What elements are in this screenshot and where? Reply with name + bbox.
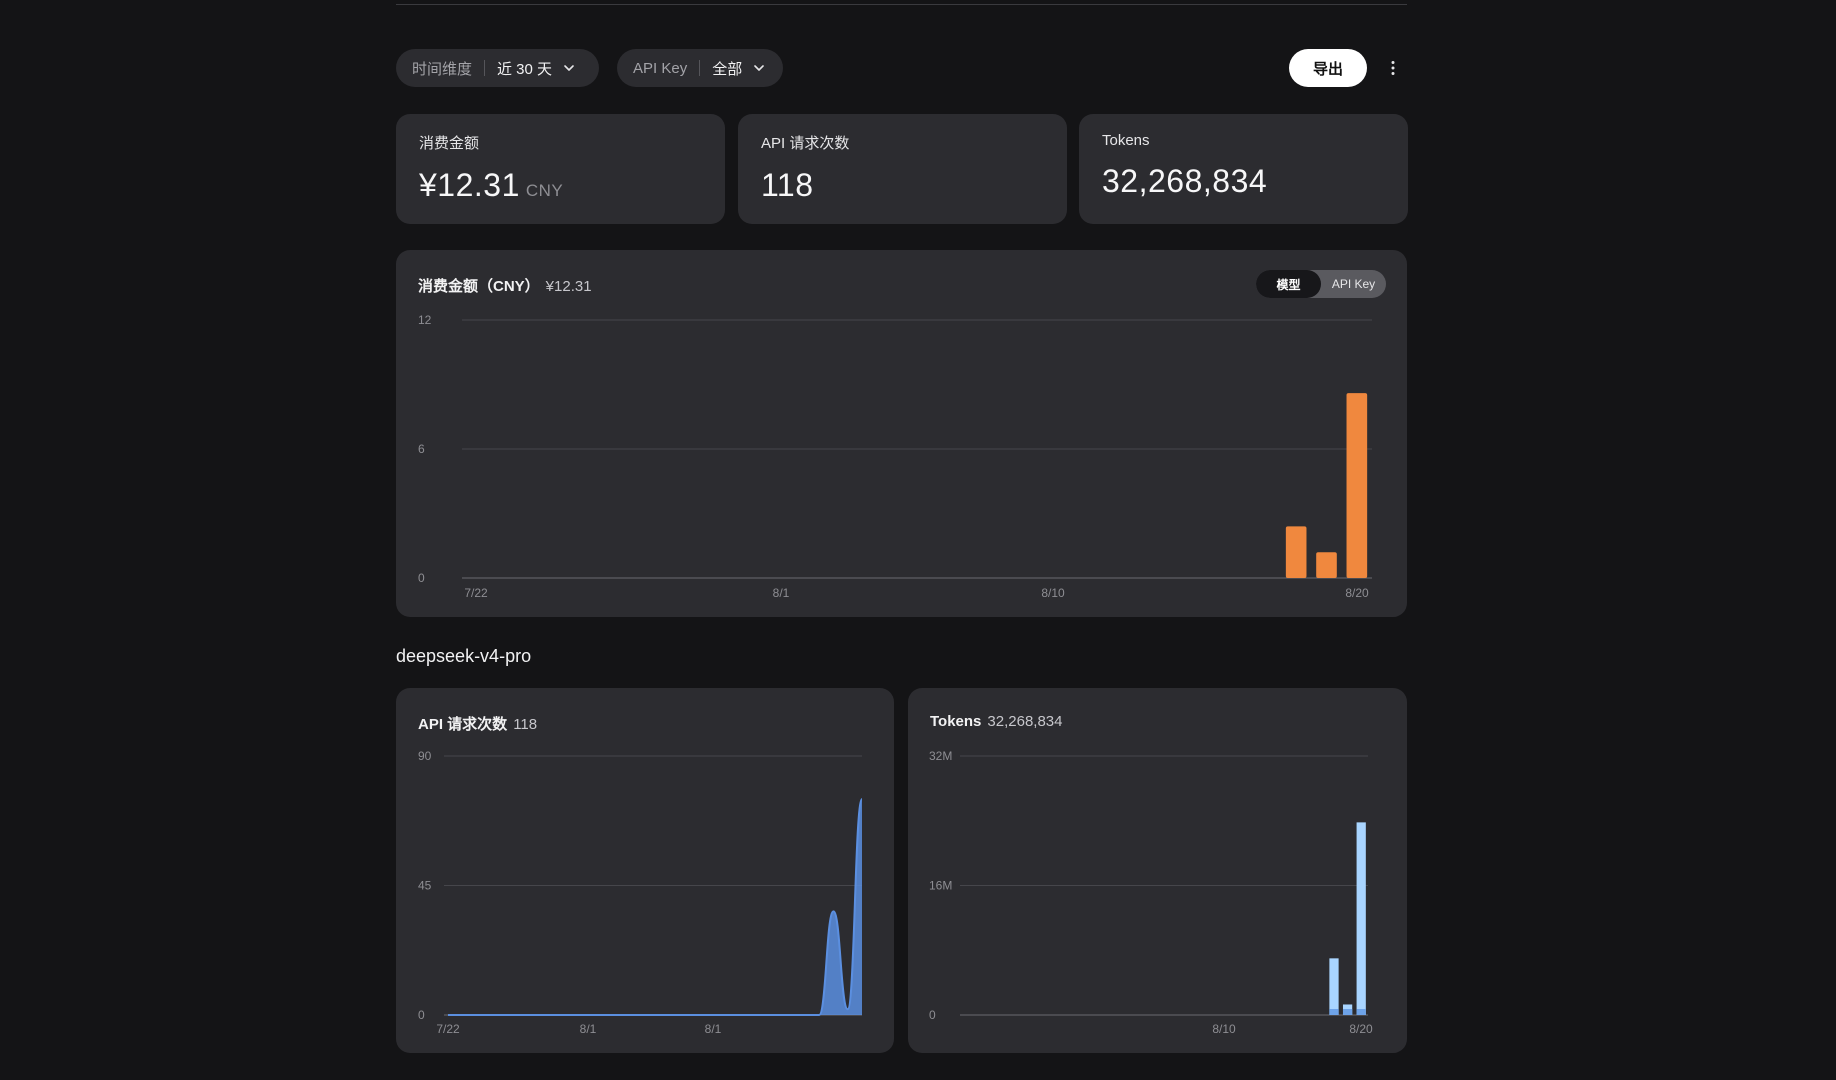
tokens-bar-segment [1342,1009,1353,1015]
usage-page: 时间维度 近 30 天 API Key 全部 导出 消费金额 ¥12 [396,0,1408,1080]
export-button[interactable]: 导出 [1289,49,1367,87]
stat-value: 118 [761,167,814,203]
filter-toolbar: 时间维度 近 30 天 API Key 全部 导出 [396,49,1407,87]
requests-line [448,798,863,1016]
tokens-chart-panel: Tokens 32,268,834 0 16M 32M 8/10 8/20 [908,688,1407,1053]
stat-unit: CNY [525,181,564,200]
api-key-filter[interactable]: API Key 全部 [617,49,783,87]
toggle-api-key[interactable]: API Key [1331,277,1376,291]
time-range-value: 近 30 天 [497,60,553,78]
tokens-bar-segment [1329,1009,1339,1015]
y-tick-label: 32M [929,749,952,763]
cost-chart: 0 6 12 7/22 8/1 8/10 8/20 [418,313,1372,600]
cost-bar [1316,552,1337,578]
y-tick-label: 12 [418,313,432,327]
stat-value: 32,268,834 [1102,163,1268,199]
filter-separator [484,60,486,76]
stat-label: Tokens [1102,132,1150,149]
model-section-title: deepseek-v4-pro [396,646,532,666]
x-tick-label: 7/22 [464,586,488,600]
cost-chart-title: 消费金额（CNY） ¥12.31 [418,275,592,296]
stat-card-cost: 消费金额 ¥12.31 CNY [396,114,725,224]
stat-value-row: ¥12.31 CNY [419,167,702,204]
filter-separator [699,60,701,76]
requests-chart: 0 45 90 7/22 8/1 8/1 [418,749,863,1036]
x-tick-label: 7/22 [436,1022,460,1036]
stat-label: 消费金额 [419,135,480,152]
time-range-label: 时间维度 [412,60,473,78]
requests-area [448,799,862,1015]
y-tick-label: 90 [418,749,432,763]
more-vertical-icon[interactable] [1383,58,1403,78]
y-tick-label: 45 [418,879,432,893]
stat-value: ¥12.31 [419,167,520,203]
x-tick-label: 8/20 [1345,586,1369,600]
cost-bar [1285,526,1307,578]
requests-chart-title: API 请求次数 118 [418,713,537,734]
chart-title-total: 118 [513,716,538,733]
tokens-chart-title: Tokens 32,268,834 [930,713,1062,730]
y-tick-label: 16M [929,879,952,893]
y-tick-label: 0 [418,1008,425,1022]
chart-title-text: Tokens [930,713,982,730]
stat-card-requests: API 请求次数 118 [738,114,1067,224]
y-tick-label: 6 [418,442,425,456]
tokens-bar-segment [1356,1009,1366,1015]
y-tick-label: 0 [929,1008,936,1022]
x-tick-label: 8/10 [1041,586,1065,600]
time-range-filter[interactable]: 时间维度 近 30 天 [396,49,599,87]
x-tick-label: 8/1 [773,586,790,600]
chevron-down-icon [752,61,766,75]
x-tick-label: 8/20 [1349,1022,1373,1036]
x-tick-label: 8/1 [580,1022,597,1036]
toggle-model[interactable]: 模型 [1256,270,1321,298]
chart-title-text: API 请求次数 [418,716,508,733]
chevron-down-icon [562,61,576,75]
y-tick-label: 0 [418,571,425,585]
x-tick-label: 8/10 [1212,1022,1236,1036]
top-divider [396,4,1407,5]
tokens-bar [1356,822,1366,1015]
requests-chart-panel: API 请求次数 118 0 45 90 7/22 8/1 8/1 [396,688,894,1053]
api-key-filter-label: API Key [633,59,688,77]
chart-title-total: ¥12.31 [545,278,592,295]
group-by-toggle: 模型 API Key [1256,270,1386,298]
chart-title-text: 消费金额（CNY） [418,278,540,295]
tokens-chart: 0 16M 32M 8/10 8/20 [929,749,1373,1036]
x-tick-label: 8/1 [705,1022,722,1036]
cost-chart-panel: 消费金额（CNY） ¥12.31 模型 API Key 0 6 12 7/22 8/1 8/… [396,250,1407,617]
stat-card-tokens: Tokens 32,268,834 [1079,114,1408,224]
tokens-bar [1329,958,1339,1015]
cost-bar [1346,393,1368,578]
chart-title-total: 32,268,834 [987,713,1063,730]
api-key-filter-value: 全部 [712,60,743,78]
stat-label: API 请求次数 [761,135,850,152]
